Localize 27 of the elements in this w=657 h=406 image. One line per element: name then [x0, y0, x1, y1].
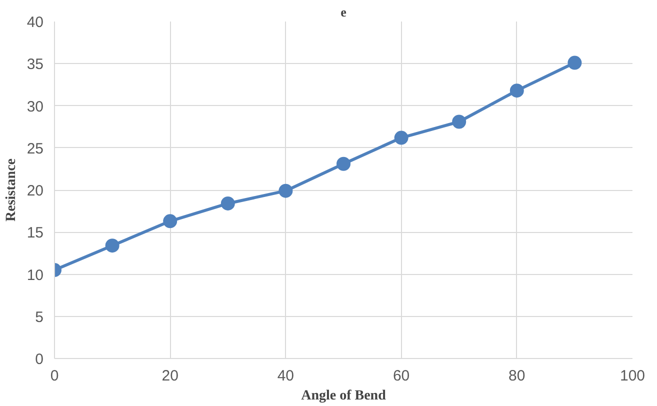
- point: [510, 84, 524, 98]
- point: [278, 184, 293, 198]
- x-tick-label: 100: [620, 368, 646, 384]
- point: [394, 130, 408, 145]
- x-tick-label: 80: [508, 368, 526, 384]
- y-tick-label: 30: [26, 98, 44, 116]
- y-tick-label: 25: [26, 140, 44, 158]
- point: [105, 238, 120, 253]
- y-tick-label: 35: [26, 56, 44, 74]
- y-tick-label: 10: [26, 266, 44, 284]
- x-tick-label: 60: [392, 368, 410, 384]
- y-axis-title: Resistance: [4, 158, 19, 222]
- y-tick-label: 5: [35, 308, 44, 326]
- point: [163, 214, 178, 228]
- x-tick-label: 20: [162, 368, 178, 384]
- point: [452, 114, 466, 129]
- x-tick-label: 0: [50, 368, 59, 384]
- y-tick-label: 15: [26, 224, 44, 242]
- x-axis-title: Angle of Bend: [301, 388, 386, 404]
- y-tick-label: 40: [26, 14, 44, 31]
- y-tick-label: 20: [26, 182, 44, 200]
- point: [336, 156, 350, 171]
- y-tick-label: 0: [35, 351, 44, 368]
- point: [568, 56, 582, 70]
- chart-title: e: [340, 4, 347, 20]
- x-tick-label: 40: [277, 368, 294, 384]
- point: [220, 196, 235, 210]
